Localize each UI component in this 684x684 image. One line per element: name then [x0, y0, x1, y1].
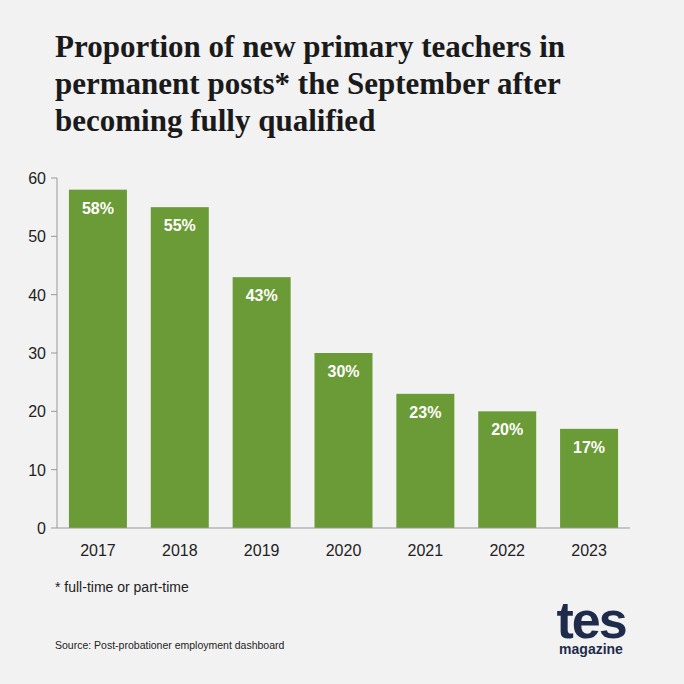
y-tick-label: 60: [28, 170, 46, 187]
background: [0, 0, 684, 684]
footnote: * full-time or part-time: [55, 579, 189, 595]
bar: [233, 277, 291, 528]
x-tick-label: 2022: [489, 542, 525, 559]
y-tick: [51, 178, 57, 179]
data-label: 43%: [246, 287, 278, 304]
y-tick: [51, 353, 57, 354]
bar: [478, 411, 536, 528]
data-label: 58%: [82, 200, 114, 217]
bar: [560, 429, 618, 528]
y-tick-label: 0: [37, 520, 46, 537]
brand-tagline: magazine: [559, 641, 623, 657]
title: Proportion of new primary teachers inper…: [55, 29, 565, 138]
bars: [69, 190, 618, 528]
bar: [396, 394, 454, 528]
title-line: becoming fully qualified: [55, 103, 375, 138]
x-tick-label: 2020: [326, 542, 362, 559]
bar: [151, 207, 209, 528]
y-tick-label: 10: [28, 462, 46, 479]
chart-svg: Proportion of new primary teachers inper…: [0, 0, 684, 684]
y-tick-label: 30: [28, 345, 46, 362]
bar: [315, 353, 373, 528]
y-tick-label: 50: [28, 228, 46, 245]
y-tick: [51, 236, 57, 237]
x-tick-label: 2021: [408, 542, 444, 559]
data-label: 20%: [491, 421, 523, 438]
y-tick: [51, 528, 57, 529]
chart-root: Proportion of new primary teachers inper…: [0, 0, 684, 684]
y-tick: [51, 411, 57, 412]
x-tick-label: 2019: [244, 542, 280, 559]
y-tick-label: 40: [28, 287, 46, 304]
y-tick-label: 20: [28, 403, 46, 420]
title-line: permanent posts* the September after: [55, 66, 561, 101]
y-tick: [51, 469, 57, 470]
data-label: 30%: [327, 363, 359, 380]
data-label: 17%: [573, 439, 605, 456]
y-axis: [57, 178, 58, 528]
x-tick-label: 2018: [162, 542, 198, 559]
x-tick-label: 2023: [571, 542, 607, 559]
data-label: 55%: [164, 217, 196, 234]
x-axis: [57, 528, 630, 529]
bar: [69, 190, 127, 528]
title-line: Proportion of new primary teachers in: [55, 29, 565, 64]
data-label: 23%: [409, 404, 441, 421]
y-tick: [51, 294, 57, 295]
source: Source: Post-probationer employment dash…: [55, 639, 285, 651]
x-tick-label: 2017: [80, 542, 116, 559]
